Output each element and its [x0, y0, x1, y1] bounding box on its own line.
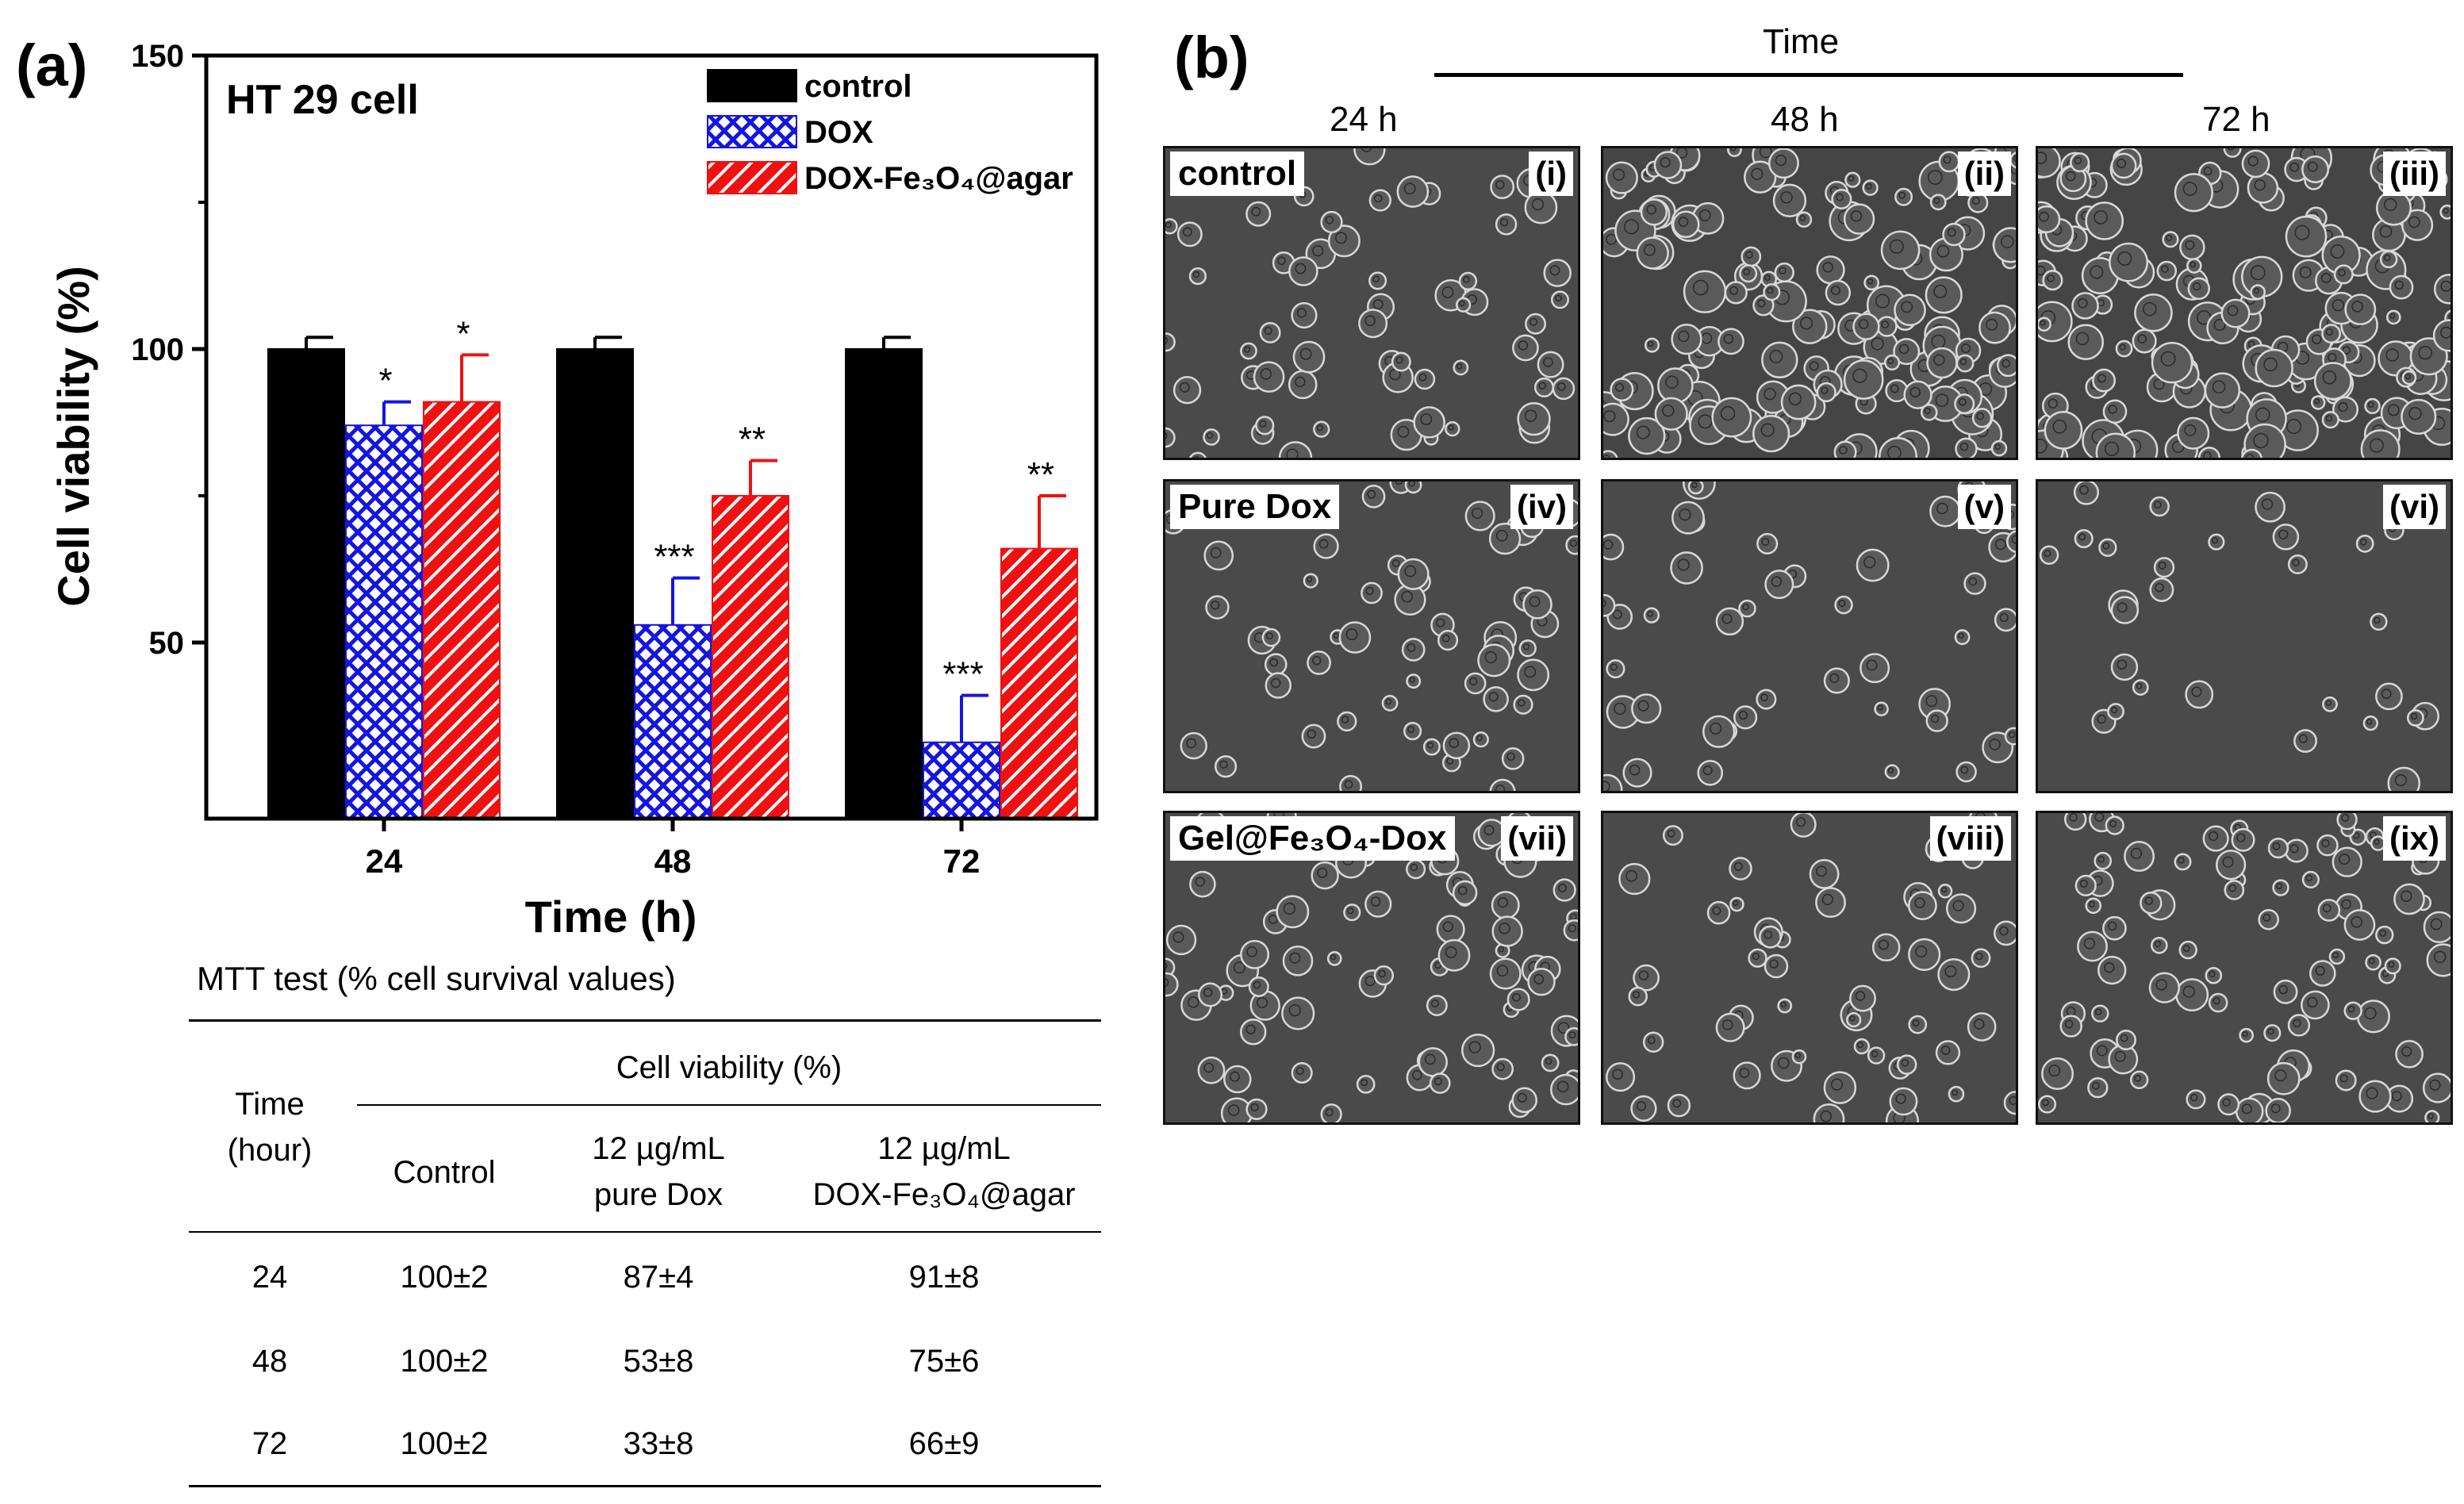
micrograph-panel: Gel@Fe₃O₄-Dox (vii): [1163, 811, 1580, 1125]
bar-control-72: [845, 348, 923, 819]
micrograph-panel: (iii): [2036, 146, 2453, 460]
panel-b-label: (b): [1174, 25, 1249, 90]
y-tick-label: 150: [131, 39, 184, 74]
y-tick-label: 100: [131, 332, 184, 367]
significance-label: *: [456, 314, 470, 353]
column-label-24h: 24 h: [1330, 100, 1398, 139]
significance-label: **: [1027, 455, 1054, 494]
table-cell-dox: 33±8: [623, 1426, 694, 1461]
bar-dox-72: [923, 741, 1000, 819]
time-axis-title: Time: [1763, 22, 1840, 61]
micrograph-panel: (ix): [2036, 811, 2453, 1125]
table-cell-control: 100±2: [400, 1426, 489, 1461]
micrograph-image: [2038, 482, 2451, 791]
table-col-dox-line1: 12 µg/mL: [592, 1131, 725, 1166]
bar-control-48: [556, 348, 634, 819]
significance-label: **: [739, 420, 766, 459]
table-top-rule: [189, 1019, 1101, 1022]
micrograph-panel-number: (i): [1529, 152, 1573, 196]
micrograph-panel-number: (v): [1957, 485, 2011, 529]
micrograph-panel-number: (iii): [2383, 152, 2446, 196]
table-cell-agar: 66±9: [908, 1426, 980, 1461]
column-label-72h: 72 h: [2202, 100, 2270, 139]
bar-dox-fe-o-agar-72: [1000, 547, 1078, 819]
table-col-control: Control: [393, 1155, 496, 1190]
micrograph-row-label: Gel@Fe₃O₄-Dox: [1170, 816, 1455, 861]
table-group-header: Cell viability (%): [616, 1050, 842, 1085]
table-cell-agar: 91±8: [908, 1260, 980, 1295]
micrograph-image: [1603, 482, 2016, 791]
legend-swatch: [707, 115, 797, 148]
micrograph-row-label: Pure Dox: [1170, 485, 1340, 529]
micrograph-image: [1603, 148, 2016, 458]
table-time-header-line2: (hour): [227, 1133, 313, 1168]
micrograph-panel: (viii): [1601, 811, 2018, 1125]
table-cell-dox: 87±4: [623, 1260, 694, 1295]
table-header-rule: [189, 1231, 1101, 1233]
table-cell-control: 100±2: [400, 1260, 489, 1295]
bar-control-24: [267, 348, 345, 819]
micrograph-image: [2038, 813, 2451, 1122]
legend-swatch: [707, 161, 797, 194]
table-cell-dox: 53±8: [623, 1344, 694, 1379]
table-bottom-rule: [189, 1485, 1101, 1487]
micrograph-image: [2038, 148, 2451, 458]
micrograph-panel: Pure Dox (iv): [1163, 479, 1580, 793]
table-cell-time: 72: [251, 1426, 288, 1461]
table-col-agar-line2: DOX-Fe₃O₄@agar: [812, 1177, 1076, 1212]
panel-a-label: (a): [16, 33, 88, 98]
table-cell-control: 100±2: [400, 1344, 489, 1379]
y-tick-label: 50: [149, 626, 185, 661]
x-axis-label: Time (h): [525, 892, 697, 942]
bar-dox-fe-o-agar-24: [423, 401, 501, 820]
significance-label: ***: [654, 538, 694, 577]
column-label-48h: 48 h: [1771, 100, 1839, 139]
micrograph-panel: (ii): [1601, 146, 2018, 460]
x-tick-label: 48: [654, 842, 692, 880]
table-col-dox-line2: pure Dox: [593, 1177, 723, 1212]
table-time-header-line1: Time: [235, 1087, 305, 1122]
legend-label: DOX: [804, 115, 873, 150]
time-arrow-line: [1434, 73, 2183, 77]
micrograph-panel: (vi): [2036, 479, 2453, 793]
bar-dox-24: [345, 424, 423, 819]
significance-label: *: [378, 362, 392, 401]
micrograph-panel-number: (ii): [1957, 152, 2011, 196]
table-cell-time: 48: [251, 1344, 288, 1379]
micrograph-image: [1165, 148, 1578, 458]
table-title: MTT test (% cell survival values): [197, 960, 676, 997]
micrograph-image: [1603, 813, 2016, 1122]
legend-label: control: [804, 69, 912, 104]
legend-swatch: [707, 69, 797, 102]
table-col-agar-line1: 12 µg/mL: [877, 1131, 1011, 1166]
bar-dox-fe-o-agar-48: [712, 495, 789, 819]
bar-dox-48: [634, 623, 712, 819]
plot-frame: [204, 53, 1099, 821]
micrograph-panel-number: (vii): [1501, 816, 1573, 861]
chart-title: HT 29 cell: [226, 77, 419, 123]
micrograph-image: [1165, 482, 1578, 791]
table-cell-agar: 75±6: [908, 1344, 980, 1379]
significance-label: ***: [942, 655, 983, 694]
micrograph-panel-number: (viii): [1929, 816, 2011, 861]
x-tick-label: 24: [366, 842, 403, 880]
micrograph-row-label: control: [1170, 152, 1305, 196]
y-axis-label: Cell viability (%): [48, 266, 98, 606]
micrograph-panel-number: (ix): [2383, 816, 2446, 861]
x-tick-label: 72: [943, 842, 981, 880]
micrograph-panel-number: (iv): [1510, 485, 1573, 529]
legend-label: DOX-Fe₃O₄@agar: [804, 161, 1073, 196]
micrograph-panel-number: (vi): [2383, 485, 2446, 529]
table-cell-time: 24: [251, 1260, 288, 1295]
micrograph-panel: (v): [1601, 479, 2018, 793]
table-group-rule: [357, 1104, 1101, 1106]
micrograph-panel: control (i): [1163, 146, 1580, 460]
